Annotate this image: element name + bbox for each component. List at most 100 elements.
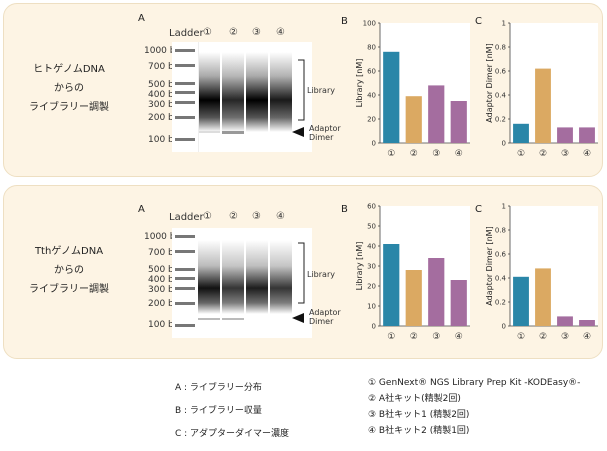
chart-tag: C xyxy=(475,16,482,27)
x-tick-label: ② xyxy=(410,149,418,159)
y-tick-label: 80 xyxy=(367,44,376,52)
legend-right: ① GenNext® NGS Library Prep Kit -KODEasy… xyxy=(368,375,580,439)
legend-item: ① GenNext® NGS Library Prep Kit -KODEasy… xyxy=(368,378,581,388)
lane-label: ② xyxy=(229,211,238,222)
adaptor-label-line: Adaptor xyxy=(309,308,341,317)
bar xyxy=(405,96,422,143)
gel-tag: A xyxy=(138,204,145,215)
library-label: Library xyxy=(307,86,335,95)
adaptor-label: Adaptor Dimer xyxy=(309,124,341,142)
bp-label: 1000 bp xyxy=(144,232,182,242)
adaptor-label-line: Dimer xyxy=(309,317,334,326)
bp-label: 300 bp xyxy=(148,100,180,110)
side-label-line: からの xyxy=(54,265,84,276)
bp-label: 700 bp xyxy=(148,248,180,258)
chart-tag: B xyxy=(341,16,348,27)
gel-image xyxy=(172,228,312,338)
bp-label: 700 bp xyxy=(148,62,180,72)
legend-item: ② A社キット(精製2回) xyxy=(368,394,461,404)
x-tick-label: ③ xyxy=(561,332,569,342)
y-axis-label: Adaptor Dimer [nM] xyxy=(485,43,494,122)
adaptor-label-line: Adaptor xyxy=(309,124,341,133)
x-tick-label: ④ xyxy=(455,332,463,342)
y-tick-label: 0 xyxy=(502,140,506,148)
bar xyxy=(405,270,422,326)
x-tick-label: ① xyxy=(517,332,525,342)
y-tick-label: 0.6 xyxy=(495,68,507,76)
y-tick-label: 50 xyxy=(367,223,376,231)
chart-tag: B xyxy=(341,204,348,215)
bar xyxy=(579,320,595,326)
bar xyxy=(557,127,573,143)
y-tick-label: 60 xyxy=(367,203,376,211)
bar xyxy=(513,123,529,143)
adaptor-arrow xyxy=(292,127,304,137)
lane-label: ② xyxy=(229,27,238,38)
side-label-line: ライブラリー調製 xyxy=(29,102,109,113)
bar xyxy=(450,280,467,326)
y-tick-label: 1 xyxy=(502,20,506,28)
x-tick-label: ③ xyxy=(561,149,569,159)
bar xyxy=(535,268,551,326)
bp-label: 1000 bp xyxy=(144,46,182,56)
x-tick-label: ④ xyxy=(583,332,591,342)
side-label-line: TthゲノムDNA xyxy=(34,246,104,257)
y-tick-label: 20 xyxy=(367,116,376,124)
x-tick-label: ③ xyxy=(432,149,440,159)
side-label: ヒトゲノムDNA からの ライブラリー調製 xyxy=(4,60,134,117)
y-axis-label: Library [nM] xyxy=(355,59,364,108)
x-tick-label: ② xyxy=(539,332,547,342)
y-tick-label: 0 xyxy=(372,140,376,148)
x-tick-label: ② xyxy=(539,149,547,159)
bar xyxy=(428,258,445,326)
x-tick-label: ① xyxy=(387,332,395,342)
chart-library-human: 0 20 40 60 80 100 Library [nM] ① ② ③ ④ xyxy=(355,20,470,159)
bar xyxy=(557,316,573,326)
bp-label: 400 bp xyxy=(148,90,180,100)
panel-human: ヒトゲノムDNA からの ライブラリー調製 A Ladder ① ② ③ ④ 1… xyxy=(3,3,603,177)
lane-label: ① xyxy=(203,211,212,222)
bp-label: 200 bp xyxy=(148,299,180,309)
bp-label: 100 bp xyxy=(148,135,180,145)
library-bracket xyxy=(298,242,305,304)
y-tick-label: 20 xyxy=(367,283,376,291)
side-label-line: からの xyxy=(54,83,84,94)
bp-label: 200 bp xyxy=(148,113,180,123)
y-tick-label: 60 xyxy=(367,68,376,76)
bp-label: 300 bp xyxy=(148,285,180,295)
x-tick-label: ③ xyxy=(432,332,440,342)
y-axis-label: Library [nM] xyxy=(355,242,364,291)
y-tick-label: 10 xyxy=(367,303,376,311)
lane-label: ① xyxy=(203,27,212,38)
legend-item: A : ライブラリー分布 xyxy=(175,383,262,393)
y-tick-label: 0.4 xyxy=(495,275,507,283)
y-tick-label: 0.8 xyxy=(495,227,506,235)
bar xyxy=(513,276,529,326)
lane-label: ④ xyxy=(276,27,285,38)
bp-label: 500 bp xyxy=(148,80,180,90)
panel-tth: TthゲノムDNA からの ライブラリー調製 A Ladder ① ② ③ ④ … xyxy=(3,185,603,359)
side-label: TthゲノムDNA からの ライブラリー調製 xyxy=(4,242,134,299)
adaptor-label-line: Dimer xyxy=(309,133,334,142)
lane-label: ③ xyxy=(252,211,261,222)
bar xyxy=(383,244,400,326)
bar xyxy=(579,127,595,143)
chart-library-tth: 0 10 20 30 40 50 60 Library [nM] ① ② ③ ④ xyxy=(355,203,470,342)
x-tick-label: ④ xyxy=(455,149,463,159)
bp-label: 100 bp xyxy=(148,320,180,330)
gel-image xyxy=(172,42,312,152)
chart-tag: C xyxy=(475,204,482,215)
bar xyxy=(428,85,445,143)
y-tick-label: 0.6 xyxy=(495,251,507,259)
bp-label: 500 bp xyxy=(148,265,180,275)
legend-item: ④ B社キット2 (精製1回) xyxy=(368,426,470,436)
y-tick-label: 0.2 xyxy=(495,116,506,124)
y-tick-label: 0.8 xyxy=(495,44,506,52)
adaptor-arrow xyxy=(292,313,304,323)
bp-label: 400 bp xyxy=(148,275,180,285)
bar xyxy=(383,51,400,143)
y-tick-label: 0 xyxy=(372,323,376,331)
ladder-label: Ladder xyxy=(169,212,204,223)
y-tick-label: 0.2 xyxy=(495,299,506,307)
lane-label: ③ xyxy=(252,27,261,38)
